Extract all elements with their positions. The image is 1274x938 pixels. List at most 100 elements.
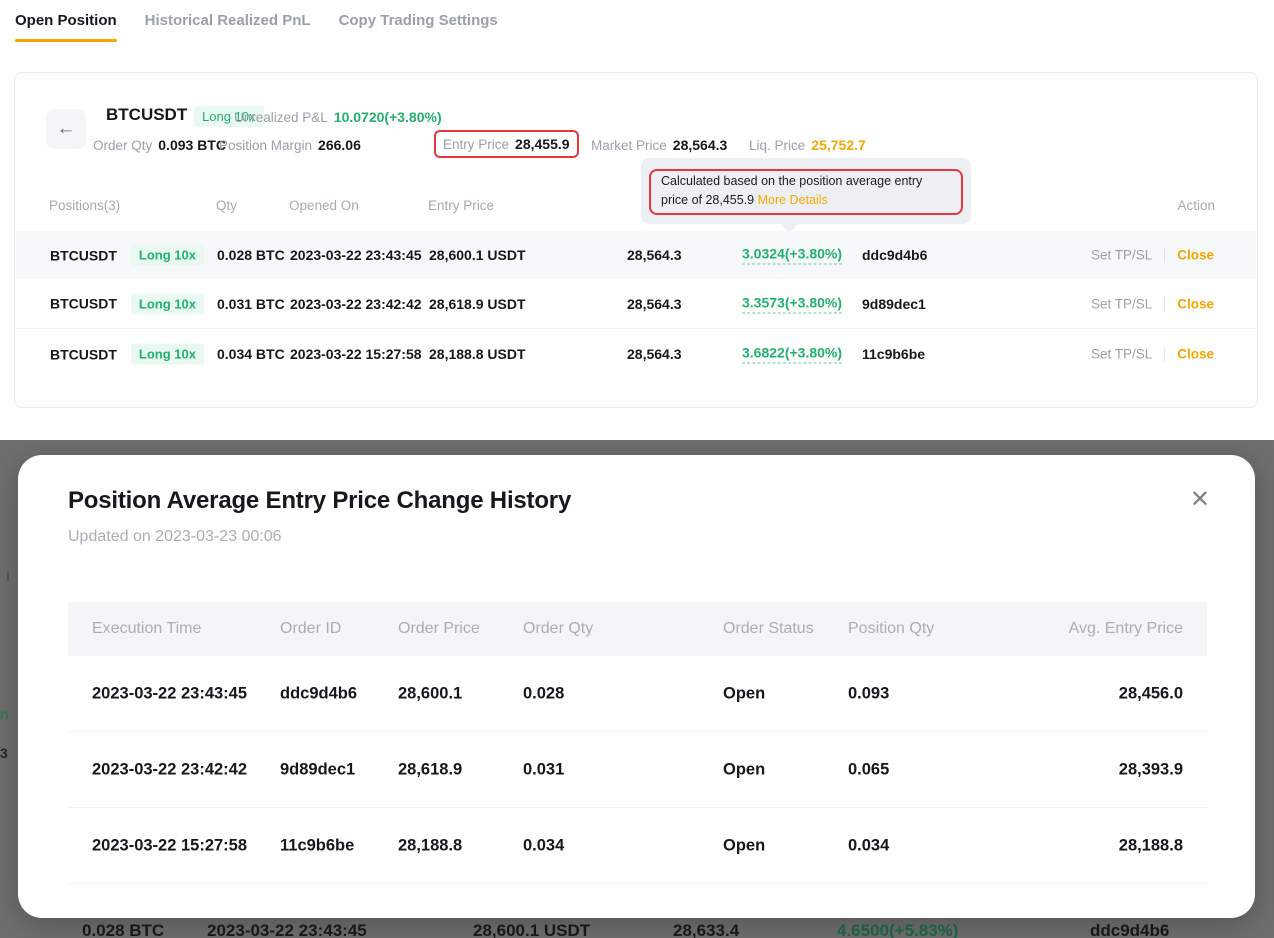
row-symbol: BTCUSDT: [50, 346, 117, 362]
set-tpsl-button[interactable]: Set TP/SL: [1090, 346, 1153, 362]
background-fragment: 3: [0, 745, 8, 761]
table-row: BTCUSDT Long 10x 0.028 BTC 2023-03-22 23…: [16, 231, 1256, 279]
back-button[interactable]: ←: [46, 109, 86, 149]
row-entry-price: 28,600.1 USDT: [429, 247, 526, 263]
cell-order-qty: 0.034: [523, 836, 565, 854]
position-card: ← BTCUSDT Long 10x Unrealized P&L 10.072…: [14, 72, 1258, 408]
row-opened-on: 2023-03-22 15:27:58: [290, 346, 422, 362]
modal-overlay: i n 3 0.028 BTC 2023-03-22 23:43:45 28,6…: [0, 440, 1274, 938]
unrealized-pnl-value: 10.0720(+3.80%): [333, 109, 442, 125]
cell-order-id: 11c9b6be: [280, 836, 355, 854]
cell-order-qty: 0.028: [523, 684, 565, 702]
liq-price-stat: Liq. Price 25,752.7: [749, 137, 866, 153]
entry-price-value: 28,455.9: [515, 136, 570, 152]
row-market-price: 28,564.3: [627, 295, 682, 312]
col-header-opened-on: Opened On: [289, 198, 359, 213]
col-header-entry-price: Entry Price: [428, 198, 495, 213]
background-fragment: n: [0, 706, 9, 722]
row-order-id: 11c9b6be: [862, 346, 926, 362]
entry-price-label: Entry Price: [443, 136, 510, 152]
col-header-order-price: Order Price: [398, 620, 480, 637]
leverage-badge: Long 10x: [194, 106, 264, 127]
row-entry-price: 28,188.8 USDT: [429, 346, 526, 362]
row-entry-price: 28,618.9 USDT: [429, 295, 526, 312]
row-unrealized-pnl[interactable]: 3.6822(+3.80%): [742, 345, 843, 364]
cell-execution-time: 2023-03-22 23:43:45: [92, 684, 248, 702]
close-icon[interactable]: ✕: [1189, 486, 1210, 513]
cell-position-qty: 0.093: [848, 684, 890, 702]
tab-open-position[interactable]: Open Position: [15, 0, 117, 42]
col-header-order-id: Order ID: [280, 620, 342, 637]
col-header-qty: Qty: [216, 198, 238, 213]
position-margin-value: 266.06: [318, 137, 361, 153]
cell-avg-entry-price: 28,188.8: [1118, 836, 1183, 854]
unrealized-pnl-label: Unrealized P&L: [234, 109, 328, 125]
background-fragment: i: [6, 568, 10, 584]
unrealized-pnl-stat: Unrealized P&L 10.0720(+3.80%): [234, 109, 442, 125]
row-opened-on: 2023-03-22 23:42:42: [290, 295, 422, 312]
close-position-button[interactable]: Close: [1177, 296, 1214, 311]
action-divider: [1164, 347, 1166, 361]
history-table-header: Execution Time Order ID Order Price Orde…: [68, 602, 1207, 656]
tooltip-highlight: Calculated based on the position average…: [649, 169, 963, 215]
cell-order-status: Open: [723, 684, 766, 702]
table-row: BTCUSDT Long 10x 0.031 BTC 2023-03-22 23…: [16, 279, 1256, 329]
row-market-price: 28,564.3: [627, 247, 682, 263]
close-position-button[interactable]: Close: [1177, 346, 1214, 362]
tab-copy-trading-settings[interactable]: Copy Trading Settings: [338, 12, 498, 29]
action-divider: [1164, 296, 1166, 311]
row-order-id: 9d89dec1: [862, 295, 926, 312]
row-symbol: BTCUSDT: [50, 295, 117, 312]
set-tpsl-button[interactable]: Set TP/SL: [1090, 247, 1153, 263]
col-header-order-qty: Order Qty: [523, 620, 594, 637]
row-qty: 0.028 BTC: [217, 247, 285, 263]
avg-entry-price-tooltip: Calculated based on the position average…: [641, 158, 971, 224]
tab-bar: Open Position Historical Realized PnL Co…: [15, 0, 498, 42]
row-leverage-badge: Long 10x: [130, 343, 204, 365]
cell-execution-time: 2023-03-22 23:42:42: [92, 760, 248, 778]
cell-order-price: 28,600.1: [398, 684, 463, 702]
entry-price-highlight: Entry Price 28,455.9: [434, 130, 579, 158]
row-leverage-badge: Long 10x: [130, 244, 204, 266]
order-qty-value: 0.093 BTC: [158, 137, 226, 153]
col-header-avg-entry-price: Avg. Entry Price: [1068, 620, 1183, 637]
liq-price-label: Liq. Price: [749, 137, 806, 153]
position-margin-label: Position Margin: [219, 137, 313, 153]
modal-updated-timestamp: Updated on 2023-03-23 00:06: [68, 528, 282, 545]
cell-order-qty: 0.031: [523, 760, 565, 778]
col-header-positions: Positions(3): [49, 198, 121, 213]
more-details-link[interactable]: More Details: [757, 193, 828, 207]
cell-order-status: Open: [723, 836, 766, 854]
tooltip-text-line1: Calculated based on the position average…: [661, 174, 923, 188]
history-row: 2023-03-22 15:27:58 11c9b6be 28,188.8 0.…: [68, 808, 1207, 884]
market-price-label: Market Price: [591, 137, 667, 153]
cell-avg-entry-price: 28,393.9: [1118, 760, 1183, 778]
cell-position-qty: 0.034: [848, 836, 890, 854]
market-price-stat: Market Price 28,564.3: [591, 137, 727, 153]
col-header-position-qty: Position Qty: [848, 620, 935, 637]
history-table: Execution Time Order ID Order Price Orde…: [68, 602, 1207, 884]
set-tpsl-button[interactable]: Set TP/SL: [1090, 296, 1153, 311]
symbol-title: BTCUSDT: [106, 105, 188, 124]
close-position-button[interactable]: Close: [1177, 247, 1214, 263]
row-market-price: 28,564.3: [627, 346, 682, 362]
row-symbol: BTCUSDT: [50, 247, 117, 263]
modal-title: Position Average Entry Price Change Hist…: [68, 487, 572, 514]
cell-order-id: ddc9d4b6: [280, 684, 358, 702]
cell-order-price: 28,618.9: [398, 760, 463, 778]
action-divider: [1164, 248, 1166, 262]
liq-price-value: 25,752.7: [811, 137, 866, 153]
row-qty: 0.031 BTC: [217, 295, 285, 312]
cell-execution-time: 2023-03-22 15:27:58: [92, 836, 248, 854]
col-header-order-status: Order Status: [723, 620, 814, 637]
tab-historical-realized-pnl[interactable]: Historical Realized PnL: [144, 12, 311, 29]
history-row: 2023-03-22 23:43:45 ddc9d4b6 28,600.1 0.…: [68, 656, 1207, 732]
market-price-value: 28,564.3: [672, 137, 728, 153]
row-unrealized-pnl[interactable]: 3.3573(+3.80%): [742, 294, 843, 313]
col-header-action: Action: [1177, 198, 1215, 213]
table-row: BTCUSDT Long 10x 0.034 BTC 2023-03-22 15…: [16, 329, 1256, 379]
row-unrealized-pnl[interactable]: 3.0324(+3.80%): [742, 246, 843, 265]
back-arrow-icon: ←: [56, 118, 76, 139]
row-qty: 0.034 BTC: [217, 346, 285, 362]
